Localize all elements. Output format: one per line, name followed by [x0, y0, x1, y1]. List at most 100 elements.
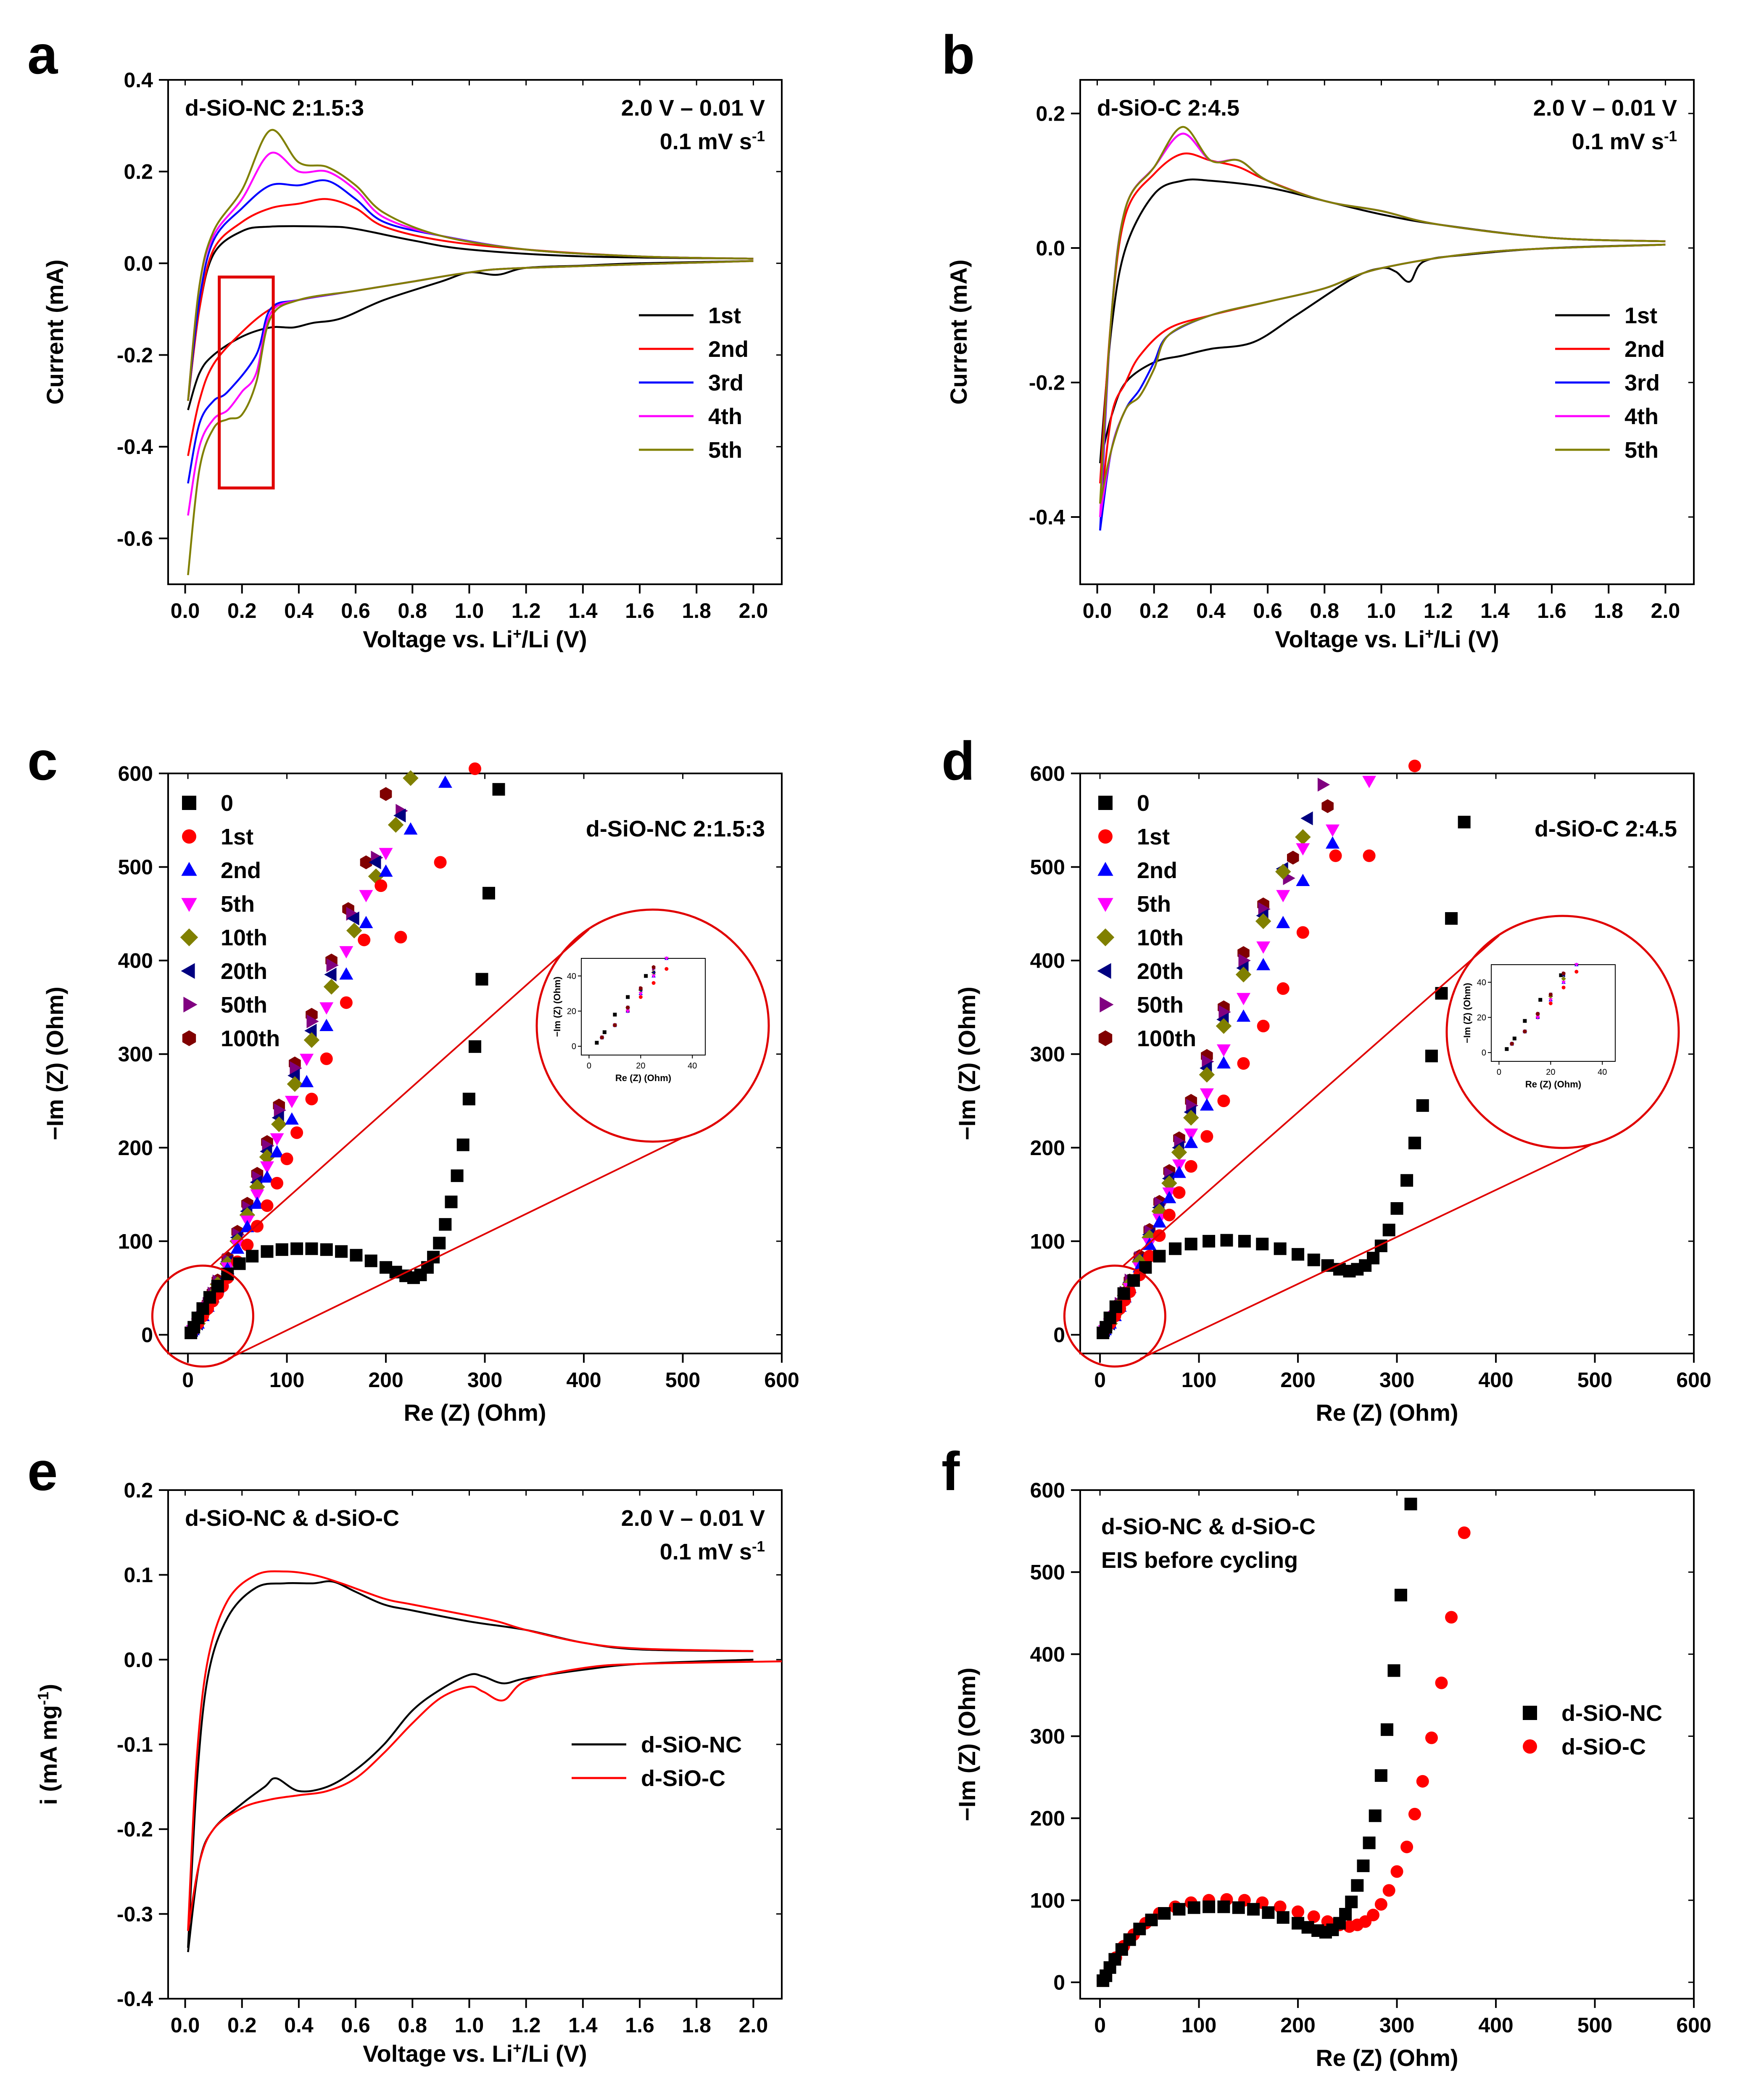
- x-tick-label: 600: [764, 1368, 799, 1392]
- y-axis-label: Current (mA): [42, 259, 68, 404]
- y-tick-label: 500: [1030, 855, 1065, 879]
- x-tick-label: 500: [1577, 1368, 1612, 1392]
- legend: 1st 2nd 3rd 4th 5th: [639, 303, 749, 463]
- axes-a: 0.0 0.2 0.4 0.6 0.8 1.0 1.2 1.4 1.6 1.8 2.0 -0.6 -0.…: [117, 69, 783, 623]
- data-point-0: [1256, 1237, 1269, 1251]
- voltage-window-label: 2.0 V – 0.01 V: [1533, 95, 1677, 121]
- x-tick-label: 200: [1280, 2013, 1315, 2037]
- data-point-d-SiO-NC: [1292, 1917, 1305, 1930]
- x-tick-label: 0.6: [1253, 599, 1282, 623]
- x-tick-label: 1.2: [512, 2013, 541, 2037]
- data-point-2nd: [1237, 1009, 1251, 1022]
- data-point-1st: [1173, 1186, 1186, 1199]
- data-point-10th: [1161, 1175, 1177, 1191]
- legend-marker: [182, 796, 196, 810]
- legend-marker: [181, 862, 197, 876]
- legend: 0 1st 2nd 5th 10th 20th 50th 100th: [1096, 791, 1196, 1051]
- inset-frame: [581, 958, 706, 1055]
- data-point-20th: [393, 808, 406, 823]
- plot-frame: [1079, 773, 1695, 1354]
- y-tick-label: 0: [1053, 1971, 1065, 1994]
- inset-point-100th: [1561, 971, 1566, 976]
- y-tick-label: -0.2: [117, 343, 153, 367]
- data-point-2nd: [285, 1112, 299, 1125]
- data-point-1st: [469, 762, 481, 775]
- y-tick-label: -0.4: [117, 435, 153, 459]
- x-tick-label: 1.4: [1480, 599, 1510, 623]
- data-point-10th: [388, 817, 404, 833]
- inset-point-1st: [638, 995, 643, 999]
- data-point-5th: [260, 1161, 274, 1174]
- data-point-d-SiO-NC: [1217, 1900, 1230, 1913]
- legend-marker: [180, 928, 198, 947]
- data-point-0: [1220, 1234, 1233, 1247]
- connector-line: [1122, 935, 1500, 1267]
- data-point-d-SiO-C: [1307, 1910, 1320, 1923]
- x-tick-label: 500: [1577, 2013, 1612, 2037]
- data-point-2nd: [1276, 915, 1290, 929]
- inset-point-1st: [1548, 1001, 1553, 1005]
- data-point-5th: [319, 1002, 334, 1015]
- data-point-0: [1408, 1137, 1421, 1150]
- data-point-d-SiO-NC: [1301, 1921, 1314, 1934]
- data-point-0: [1202, 1235, 1216, 1248]
- data-point-d-SiO-NC: [1232, 1901, 1245, 1914]
- inset-circle: [1445, 915, 1680, 1149]
- data-point-10th: [1255, 913, 1271, 929]
- data-point-1st: [271, 1177, 284, 1190]
- data-point-d-SiO-NC: [1133, 1923, 1146, 1936]
- data-point-1st: [1200, 1130, 1213, 1143]
- legend-marker: [1097, 862, 1113, 876]
- x-tick-label: 300: [1379, 2013, 1414, 2037]
- x-tick-label: 0.6: [341, 2013, 370, 2037]
- data-point-d-SiO-C: [1435, 1676, 1448, 1689]
- x-tick-label: 0: [1094, 2013, 1106, 2037]
- y-axis-label: −Im (Z) (Ohm): [954, 1667, 980, 1821]
- inset-x-tick-label: 40: [688, 1061, 697, 1071]
- data-point-d-SiO-NC: [1357, 1859, 1370, 1872]
- x-tick-label: 1.4: [568, 2013, 598, 2037]
- panel-annotation: d-SiO-NC & d-SiO-C: [1101, 1514, 1316, 1539]
- data-point-0: [290, 1242, 303, 1255]
- legend-label: 3rd: [1624, 370, 1660, 396]
- inset-x-label: Re (Z) (Ohm): [615, 1073, 671, 1083]
- data-point-0: [1307, 1253, 1320, 1266]
- data-point-d-SiO-C: [1400, 1840, 1413, 1853]
- data-point-d-SiO-C: [1390, 1865, 1403, 1878]
- y-tick-label: 0.1: [124, 1563, 153, 1587]
- data-point-20th: [369, 855, 381, 869]
- legend-marker: [1523, 1739, 1537, 1754]
- data-point-50th: [326, 958, 339, 972]
- data-point-0: [1127, 1274, 1140, 1287]
- cv-curve-cathodic-3rd: [1099, 243, 1666, 531]
- data-point-10th: [1295, 829, 1311, 845]
- data-point-0: [320, 1243, 333, 1256]
- legend-label: 2nd: [708, 337, 749, 362]
- data-point-0: [451, 1169, 464, 1182]
- data-point-d-SiO-C: [1367, 1908, 1380, 1921]
- x-tick-label: 600: [1676, 1368, 1711, 1392]
- y-tick-label: 300: [118, 1042, 153, 1066]
- cv-curve-anodic-d-SiO-NC: [187, 1580, 754, 1948]
- inset-point-100th: [1536, 1012, 1540, 1016]
- x-tick-label: 400: [1478, 2013, 1513, 2037]
- data-point-d-SiO-C: [1445, 1611, 1458, 1624]
- y-tick-label: -0.1: [117, 1733, 153, 1757]
- data-point-2nd: [230, 1241, 245, 1254]
- data-point-d-SiO-C: [1416, 1775, 1429, 1788]
- legend-label: 0: [1137, 791, 1150, 816]
- data-point-0: [380, 1261, 393, 1274]
- data-point-0: [1400, 1174, 1413, 1187]
- data-point-5th: [1200, 1088, 1214, 1101]
- legend-label: d-SiO-NC: [1561, 1701, 1662, 1726]
- series-group-c: [185, 762, 505, 1340]
- x-tick-label: 100: [1181, 2013, 1216, 2037]
- data-point-5th: [1296, 843, 1310, 856]
- legend-marker: [1098, 796, 1113, 810]
- inset-point-5th: [1548, 998, 1553, 1002]
- inset-point-5th: [651, 974, 656, 978]
- series-group-f: [1097, 1498, 1471, 1987]
- legend-label: 50th: [221, 992, 267, 1018]
- data-point-1st: [1143, 1250, 1156, 1263]
- legend-label: 10th: [1137, 925, 1184, 950]
